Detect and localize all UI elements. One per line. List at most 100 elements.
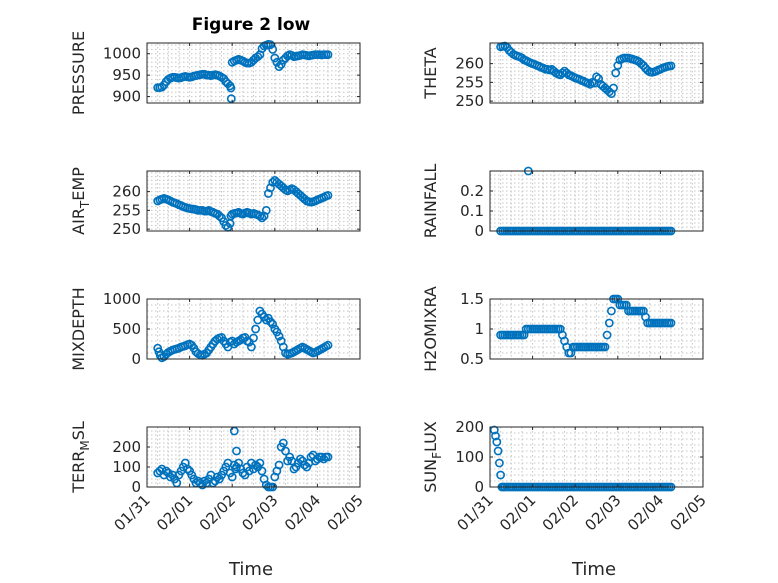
data-point bbox=[493, 446, 503, 456]
plot-area bbox=[490, 171, 703, 231]
y-axis-label-1: PRESSURE bbox=[69, 31, 88, 115]
data-point bbox=[607, 306, 616, 316]
data-point bbox=[263, 189, 273, 198]
y-tick-label: 260 bbox=[112, 183, 141, 201]
data-point bbox=[251, 460, 260, 470]
data-point bbox=[257, 466, 267, 476]
y-tick-label: 0 bbox=[474, 478, 484, 496]
data-point bbox=[270, 53, 280, 63]
data-point bbox=[278, 438, 288, 448]
y-tick-label: 250 bbox=[455, 92, 484, 110]
data-point bbox=[157, 82, 167, 92]
data-point bbox=[604, 318, 614, 328]
data-point bbox=[272, 327, 282, 337]
axes-box bbox=[146, 42, 361, 104]
x-axis-label-left: Time bbox=[228, 559, 273, 580]
data-point bbox=[613, 61, 623, 70]
data-point bbox=[232, 462, 241, 472]
data-point bbox=[226, 83, 236, 93]
subplot-6: 0.5 1 1.5 H2OMIXRA bbox=[421, 286, 704, 372]
data-point bbox=[255, 211, 265, 221]
data-point bbox=[491, 431, 500, 441]
data-point bbox=[266, 40, 275, 50]
y-tick-label: 200 bbox=[455, 418, 484, 436]
figure-title: Figure 2 low bbox=[192, 15, 311, 35]
data-point bbox=[317, 452, 327, 462]
y-axis-label-5: MIXDEPTH bbox=[69, 287, 88, 370]
subplot-5: 0 500 1000 MIXDEPTH bbox=[69, 287, 361, 371]
subplot-4: 0 0.1 0.2 RAINFALL bbox=[421, 164, 704, 240]
data-point bbox=[295, 454, 305, 464]
x-tick-label: 02/02 bbox=[196, 491, 239, 534]
data-point bbox=[221, 220, 231, 230]
y-axis-label-2: THETA bbox=[421, 47, 440, 99]
data-point bbox=[611, 68, 621, 78]
data-point bbox=[268, 319, 278, 329]
x-tick-label: 02/03 bbox=[581, 491, 624, 534]
data-point bbox=[323, 452, 333, 462]
data-point bbox=[585, 79, 595, 89]
x-tick-label: 02/03 bbox=[238, 491, 281, 534]
data-point bbox=[229, 460, 239, 470]
data-point bbox=[261, 205, 271, 215]
y-tick-label: 0.2 bbox=[460, 182, 484, 200]
data-point bbox=[261, 315, 271, 325]
y-tick-label: 0 bbox=[474, 222, 484, 240]
data-point bbox=[274, 62, 284, 71]
data-point bbox=[212, 472, 222, 482]
y-tick-label: 100 bbox=[455, 448, 484, 466]
data-point bbox=[489, 425, 499, 435]
y-tick-label: 100 bbox=[112, 458, 141, 476]
axes-box bbox=[146, 426, 361, 488]
data-point bbox=[281, 446, 290, 456]
subplot-8: 0 100 200 01/31 02/01 02/02 02/03 02/04 02/05 SUN… bbox=[421, 418, 710, 534]
y-tick-label: 0.5 bbox=[460, 350, 484, 368]
y-tick-label: 1000 bbox=[103, 290, 141, 308]
x-tick-label: 02/01 bbox=[153, 491, 196, 534]
data-point bbox=[666, 318, 676, 328]
y-tick-label: 255 bbox=[112, 201, 141, 219]
data-point bbox=[289, 464, 299, 474]
axes-box bbox=[146, 170, 361, 232]
x-tick-label: 01/31 bbox=[454, 491, 497, 534]
x-axis-label-right: Time bbox=[571, 559, 616, 580]
y-tick-label: 950 bbox=[112, 66, 141, 84]
data-point bbox=[227, 472, 237, 482]
y-tick-label: 200 bbox=[112, 438, 141, 456]
data-point bbox=[257, 213, 267, 223]
x-tick-label: 02/05 bbox=[667, 491, 710, 534]
x-tick-label: 02/04 bbox=[624, 491, 667, 534]
data-point bbox=[232, 446, 241, 456]
y-tick-label: 255 bbox=[455, 73, 484, 91]
data-point bbox=[323, 50, 333, 59]
y-tick-label: 1.5 bbox=[460, 290, 484, 308]
data-point bbox=[276, 60, 286, 69]
y-tick-label: 0 bbox=[131, 478, 141, 496]
y-tick-label: 1000 bbox=[103, 45, 141, 63]
data-point bbox=[268, 45, 278, 54]
data-point bbox=[274, 460, 284, 470]
data-point bbox=[319, 454, 329, 464]
x-tick-label: 02/04 bbox=[281, 491, 324, 534]
y-tick-label: 500 bbox=[112, 320, 141, 338]
y-tick-label: 250 bbox=[112, 220, 141, 238]
data-point bbox=[323, 340, 333, 350]
y-axis-label-6: H2OMIXRA bbox=[421, 286, 440, 372]
data-point bbox=[323, 190, 333, 200]
y-tick-label: 0 bbox=[131, 350, 141, 368]
data-point bbox=[607, 89, 616, 98]
data-point bbox=[266, 317, 275, 327]
subplot-7: 0 100 200 01/31 02/01 02/02 02/03 02/04 02/05 TER… bbox=[69, 421, 367, 534]
data-point bbox=[161, 466, 171, 476]
x-tick-label: 02/05 bbox=[324, 491, 367, 534]
data-point bbox=[496, 470, 505, 480]
data-point bbox=[312, 454, 322, 464]
data-point bbox=[214, 211, 224, 221]
y-tick-label: 900 bbox=[112, 88, 141, 106]
data-point bbox=[274, 331, 284, 341]
data-point bbox=[492, 437, 502, 447]
y-tick-label: 260 bbox=[455, 55, 484, 73]
